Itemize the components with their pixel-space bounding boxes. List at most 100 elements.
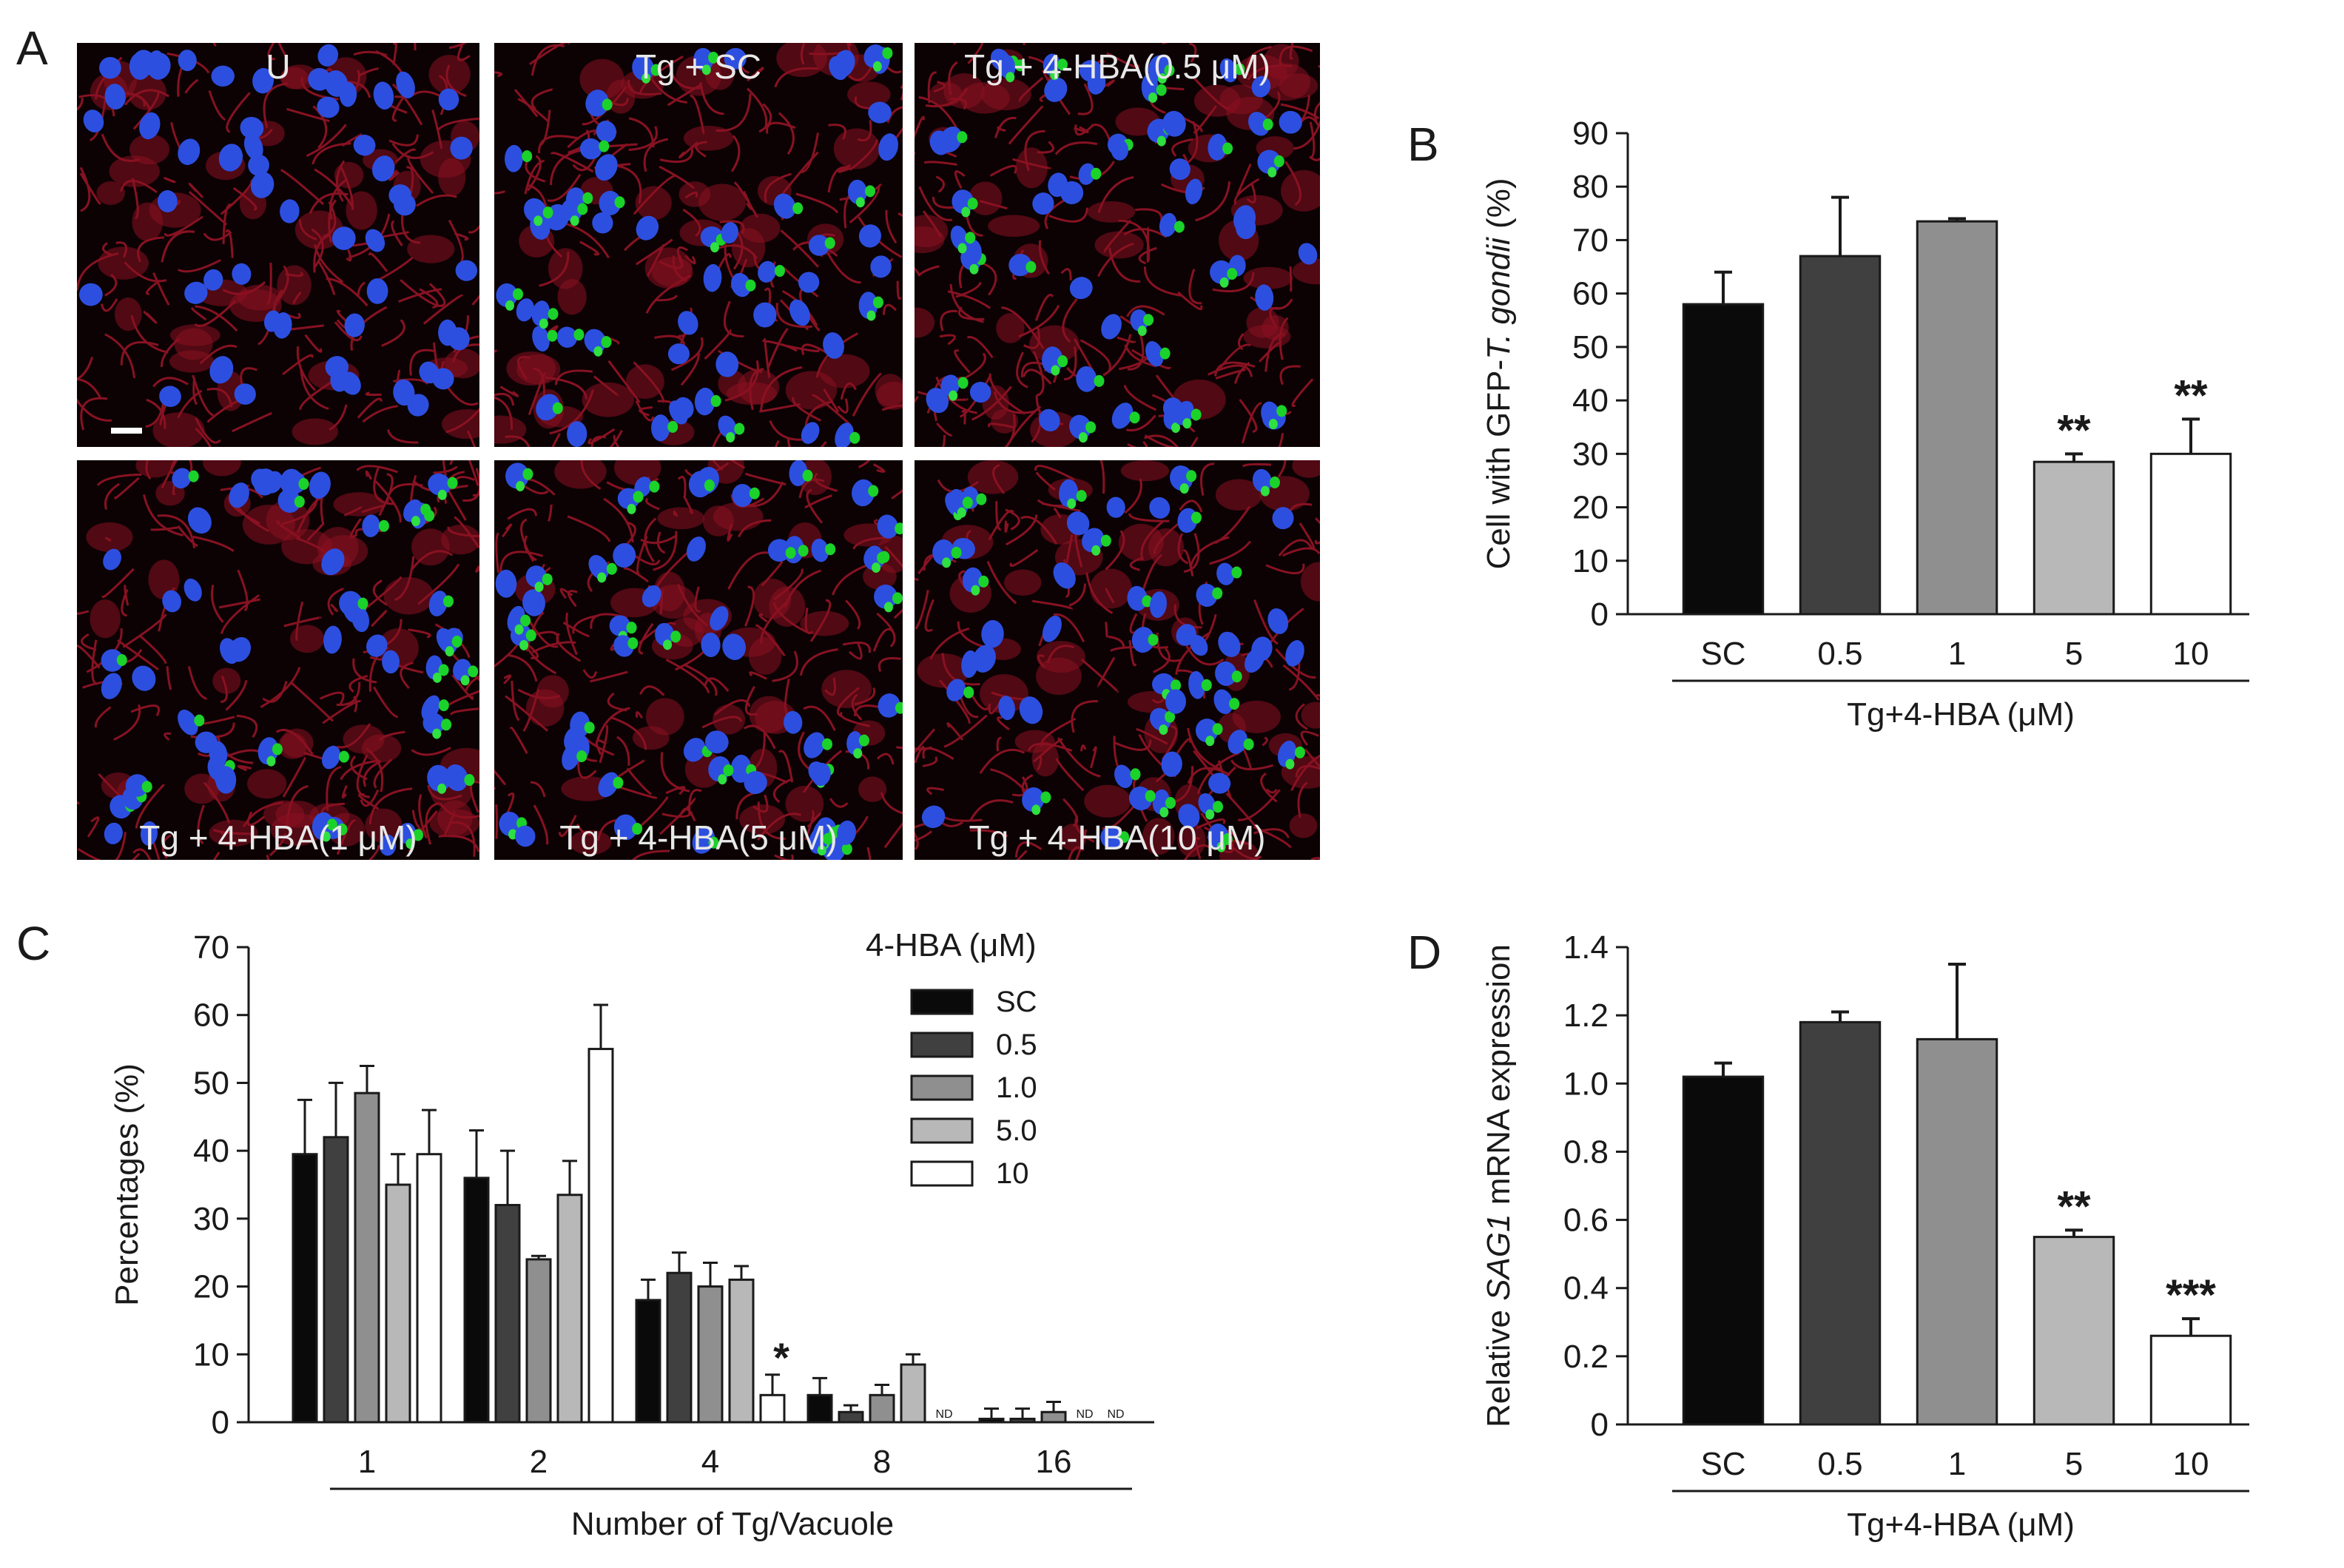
nucleus xyxy=(353,135,376,156)
parasite-gfp xyxy=(1145,790,1156,802)
cell-body xyxy=(1292,258,1320,285)
cell-body xyxy=(1015,147,1048,189)
bar xyxy=(1916,220,1998,616)
parasite-gfp xyxy=(447,477,458,489)
cell-body xyxy=(407,235,455,263)
bar xyxy=(1799,1020,1882,1426)
cell-body xyxy=(1014,730,1055,753)
cell-body xyxy=(769,586,806,627)
parasite-gfp xyxy=(701,64,711,75)
bar xyxy=(2149,452,2232,616)
nucleus xyxy=(798,272,820,293)
parasite-gfp xyxy=(785,547,796,559)
cell-body xyxy=(1004,569,1042,596)
nucleus xyxy=(1053,562,1076,589)
nucleus xyxy=(1019,696,1043,724)
parasite-gfp xyxy=(413,829,424,841)
cell-body xyxy=(294,210,344,249)
nucleus xyxy=(874,585,897,609)
parasite-gfp xyxy=(1216,841,1226,852)
cell-body xyxy=(635,186,672,221)
parasite-gfp xyxy=(841,843,852,855)
significance-marker: ** xyxy=(2057,1182,2091,1231)
cell-body xyxy=(128,74,166,110)
nucleus xyxy=(703,263,722,292)
cell-body xyxy=(1084,784,1131,818)
nucleus xyxy=(1208,773,1231,794)
nucleus xyxy=(211,65,235,87)
micrograph-tile: Tg + 4-HBA(5 μM) xyxy=(494,460,903,860)
parasite-gfp xyxy=(1137,326,1147,337)
parasite-gfp xyxy=(957,131,968,144)
bar xyxy=(2033,1236,2115,1426)
nucleus xyxy=(1279,110,1302,134)
nucleus xyxy=(710,606,729,631)
parasite-gfp xyxy=(962,497,973,509)
nucleus xyxy=(556,326,578,348)
nucleus xyxy=(694,387,715,416)
cell-body xyxy=(582,382,635,417)
y-axis-label: Cell with GFP-T. gondii (%) xyxy=(1481,178,1517,570)
nucleus xyxy=(767,539,791,562)
nucleus xyxy=(636,215,659,240)
parasite-gfp xyxy=(513,288,524,300)
y-tick-label: 0.8 xyxy=(1563,1134,1609,1170)
cell-body xyxy=(247,769,287,799)
parasite-gfp xyxy=(1026,260,1037,273)
parasite-gfp xyxy=(194,714,205,727)
nucleus xyxy=(1008,254,1032,277)
nucleus xyxy=(1101,314,1122,340)
micrograph-tile: Tg + SC xyxy=(494,43,903,447)
parasite-gfp xyxy=(378,519,389,532)
parasite-gfp xyxy=(1156,135,1166,147)
nucleus xyxy=(277,489,301,514)
parasite-gfp xyxy=(294,496,305,508)
cell-body xyxy=(1142,818,1175,855)
parasite-gfp xyxy=(1143,314,1154,326)
parasite-gfp xyxy=(749,487,760,499)
nucleus xyxy=(561,199,582,222)
nucleus xyxy=(1210,260,1233,284)
parasite-gfp xyxy=(548,308,559,320)
nucleus xyxy=(1060,181,1084,204)
nucleus xyxy=(1257,149,1282,174)
parasite-gfp xyxy=(1294,746,1305,758)
cell-body xyxy=(1177,823,1206,858)
nucleus xyxy=(1114,764,1133,788)
nucleus xyxy=(280,199,300,223)
y-tick-label: 70 xyxy=(1572,222,1609,258)
parasite-gfp xyxy=(965,232,976,244)
legend-swatch xyxy=(910,1160,974,1187)
parasite-gfp xyxy=(1076,490,1087,502)
cell-body xyxy=(277,265,311,306)
nucleus xyxy=(1161,751,1182,777)
parasite-gfp xyxy=(1171,679,1182,692)
y-tick-label: 0 xyxy=(1591,1407,1609,1443)
cell-body xyxy=(494,415,527,444)
parasite-gfp xyxy=(641,73,651,84)
parasite-gfp xyxy=(1078,432,1088,443)
parasite-gfp xyxy=(514,624,524,635)
parasite-gfp xyxy=(326,818,337,831)
parasite-gfp xyxy=(441,719,452,731)
bar xyxy=(838,1410,864,1424)
cell-body xyxy=(333,492,385,517)
parasite-gfp xyxy=(734,423,745,435)
y-tick-label: 10 xyxy=(1572,543,1609,579)
nucleus xyxy=(317,44,339,67)
cell-body xyxy=(148,559,180,600)
parasite-gfp xyxy=(442,595,454,608)
legend-label: 5.0 xyxy=(996,1114,1037,1147)
y-tick-label: 20 xyxy=(193,1269,229,1305)
cell-body xyxy=(184,773,220,804)
cell-body xyxy=(739,213,781,243)
parasite-gfp xyxy=(872,296,883,309)
parasite-gfp xyxy=(1040,791,1051,804)
nucleus xyxy=(981,620,1004,648)
cell-body xyxy=(1215,479,1262,511)
parasite-gfp xyxy=(542,573,553,585)
nucleus xyxy=(522,589,545,616)
parasite-gfp xyxy=(614,196,625,209)
parasite-gfp xyxy=(577,203,588,215)
parasite-gfp xyxy=(1100,534,1111,547)
